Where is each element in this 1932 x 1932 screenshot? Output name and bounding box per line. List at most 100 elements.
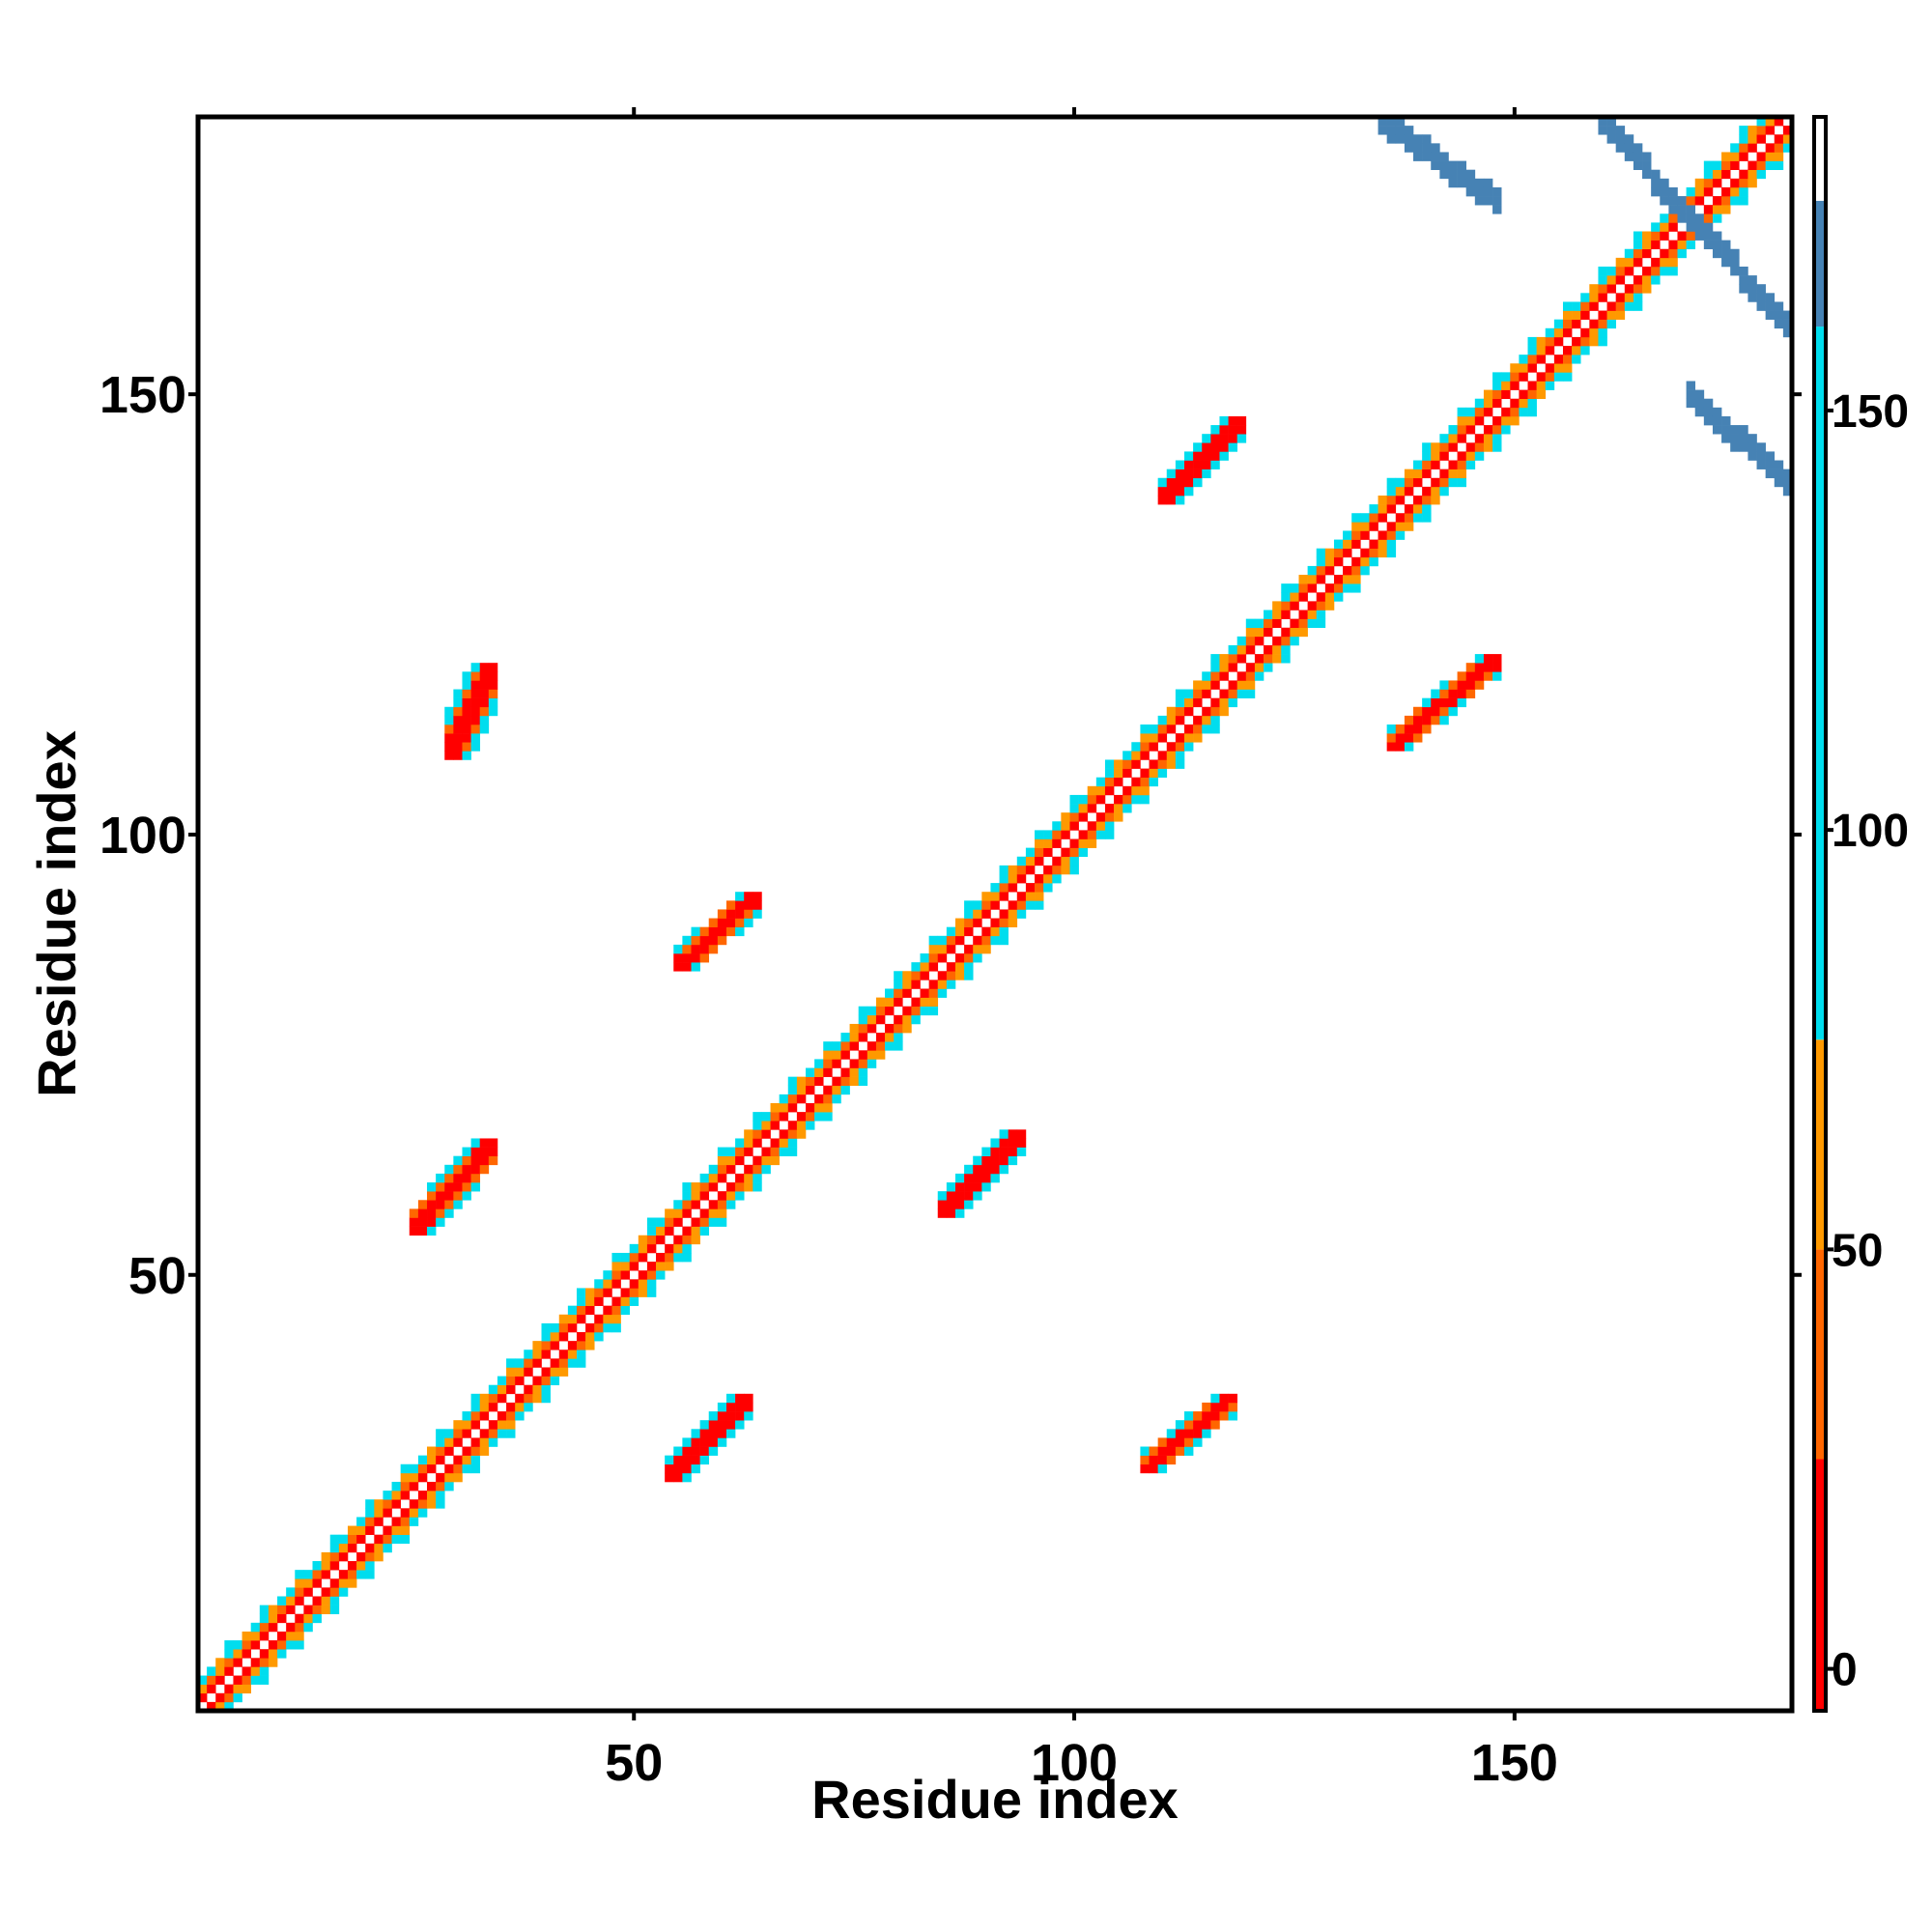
heatmap-cell [427,1463,437,1474]
heatmap-cell [1747,160,1757,170]
heatmap-cell [1343,565,1352,576]
heatmap-cell [1043,883,1053,893]
heatmap-cell [1431,706,1440,717]
heatmap-cell [1395,742,1406,752]
heatmap-cell [954,918,965,927]
heatmap-cell [338,1570,349,1579]
heatmap-cell [321,1605,331,1615]
heatmap-cell [999,909,1009,919]
heatmap-cell [400,1517,411,1526]
heatmap-cell [920,971,929,980]
heatmap-cell [1052,856,1062,867]
heatmap-cell [470,671,481,681]
heatmap-cell [744,1182,753,1192]
heatmap-cell [1633,275,1643,285]
heatmap-cell [1422,451,1432,461]
heatmap-cell [1202,724,1211,734]
heatmap-cell [1386,724,1397,734]
heatmap-cell [1668,186,1678,197]
x-tick-label: 50 [605,1734,663,1792]
heatmap-cell [286,1596,296,1605]
heatmap-cell [665,1463,674,1474]
heatmap-cell [470,1182,481,1192]
heatmap-cell [735,1191,745,1201]
heatmap-cell [1756,460,1766,469]
heatmap-cell [1660,186,1669,197]
heatmap-cell [488,663,498,672]
heatmap-cell [479,680,490,690]
heatmap-cell [840,1050,850,1060]
heatmap-cell [215,1701,225,1712]
heatmap-cell [462,1429,471,1438]
heatmap-cell [417,1208,428,1218]
heatmap-cell [1501,425,1511,435]
heatmap-cell [1316,618,1326,629]
heatmap-cell [1677,231,1687,241]
heatmap-cell [1422,495,1432,505]
heatmap-cell [920,997,929,1008]
heatmap-cell [488,680,498,690]
heatmap-cell [1492,654,1502,664]
heatmap-cell [1351,575,1361,584]
heatmap-cell [1149,724,1158,734]
heatmap-cell [1254,663,1264,672]
heatmap-cell [796,1094,807,1104]
heatmap-cell [488,697,498,708]
heatmap-cell [1351,513,1361,523]
heatmap-cell [207,1675,216,1685]
heatmap-cell [1183,1411,1194,1421]
heatmap-cell [1439,706,1449,717]
heatmap-cell [1219,1393,1229,1404]
heatmap-cell [858,1050,868,1060]
heatmap-cell [656,1235,666,1245]
heatmap-cell [1016,873,1027,884]
heatmap-cell [1175,751,1185,760]
heatmap-cell [1431,486,1440,497]
heatmap-cell [1492,434,1502,443]
heatmap-cell [1756,134,1766,144]
heatmap-cell [558,1367,569,1377]
heatmap-cell [1404,724,1414,734]
heatmap-cell [444,1208,454,1218]
heatmap-cell [462,715,471,725]
heatmap-cell [911,1014,921,1025]
heatmap-cell [1298,627,1308,638]
heatmap-cell [1210,425,1220,435]
heatmap-cell [1633,160,1643,170]
heatmap-cell [902,971,912,980]
heatmap-cell [1193,724,1203,734]
heatmap-cell [725,1393,736,1404]
heatmap-cell [470,1173,481,1183]
heatmap-cell [1615,293,1626,302]
heatmap-cell [1553,336,1564,347]
heatmap-cell [1078,812,1089,822]
heatmap-cell [1228,654,1237,664]
heatmap-cell [646,1262,657,1271]
heatmap-cell [761,1147,771,1156]
heatmap-cell [1360,522,1370,531]
heatmap-cell [1651,169,1661,180]
heatmap-cell [656,1226,666,1236]
heatmap-cell [479,671,490,681]
heatmap-cell [1140,733,1150,743]
heatmap-cell [823,1067,833,1077]
heatmap-cell [1747,434,1757,443]
heatmap-cell [1457,169,1467,180]
heatmap-cell [753,909,762,919]
heatmap-cell [990,935,1000,946]
heatmap-cell [1553,319,1564,329]
heatmap-cell [638,1279,648,1289]
heatmap-cell [1175,715,1185,725]
heatmap-cell [453,1472,463,1483]
heatmap-cell [1245,618,1256,629]
heatmap-cell [462,1147,471,1156]
heatmap-cell [400,1508,411,1518]
heatmap-cell [462,1455,471,1465]
heatmap-cell [725,1429,736,1438]
heatmap-cell [436,1481,445,1492]
heatmap-cell [1016,1138,1027,1148]
heatmap-cell [277,1649,287,1659]
heatmap-cell [497,1384,507,1395]
heatmap-cell [691,1191,700,1201]
heatmap-cell [1439,689,1449,698]
